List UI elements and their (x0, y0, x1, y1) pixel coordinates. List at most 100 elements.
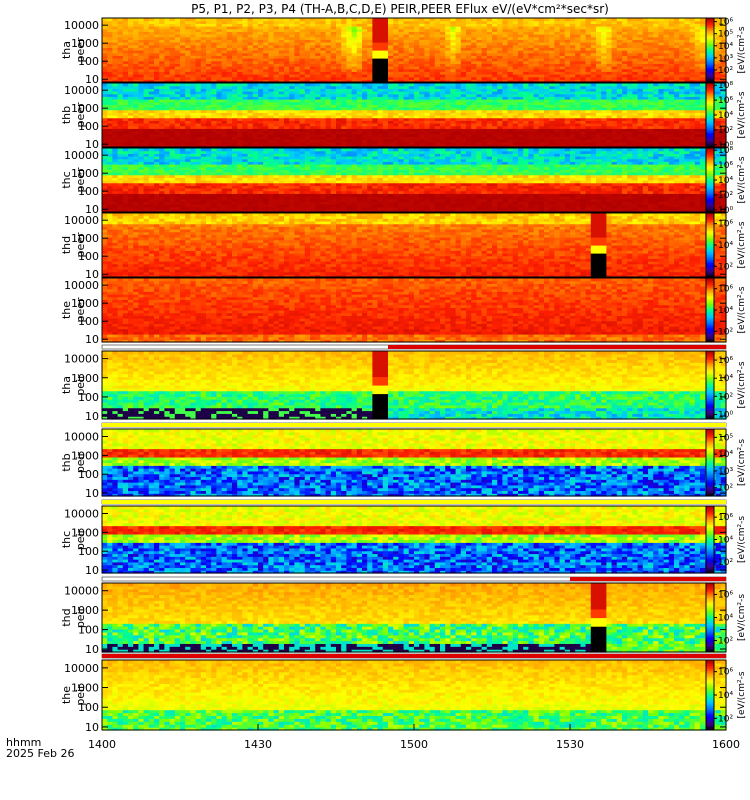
status-bar (102, 500, 726, 504)
colorbar-tick-label: 10⁴ (718, 450, 733, 460)
y-tick-label: 10 (85, 487, 99, 500)
y-tick-label: 10 (85, 410, 99, 423)
x-axis-date: 2025 Feb 26 (6, 747, 74, 760)
colorbar-label: [eV/(cm²-s (737, 286, 747, 333)
y-tick-label: 10 (85, 333, 99, 346)
colorbar-tick-label: 10² (718, 558, 733, 568)
colorbar-tick-label: 10⁴ (718, 306, 733, 316)
panel-label-species: peer (74, 232, 87, 258)
status-bar (570, 577, 726, 581)
colorbar-tick-label: 10⁴ (718, 111, 733, 121)
colorbar-tick-label: 10⁶ (718, 18, 733, 28)
y-tick-label: 10000 (64, 149, 99, 162)
colorbar-tick-label: 10⁶ (718, 668, 733, 678)
panel-label-probe: thb (60, 106, 73, 124)
y-tick-label: 10000 (64, 279, 99, 292)
colorbar-tick-label: 10⁶ (718, 96, 733, 106)
colorbar-tick-label: 10² (718, 327, 733, 337)
panel-label-species: peer (74, 37, 87, 63)
colorbar-tick-label: 10⁶ (718, 220, 733, 230)
panel-label-probe: tha (60, 41, 73, 59)
y-tick-label: 10000 (64, 662, 99, 675)
colorbar-tick-label: 10⁴ (718, 614, 733, 624)
status-bar (102, 654, 726, 658)
status-bar (102, 423, 726, 427)
colorbar-tick-label: 10⁶ (718, 356, 733, 366)
panel-label-probe: tha (60, 376, 73, 394)
y-tick-label: 10 (85, 643, 99, 656)
panel-label-probe: the (60, 301, 73, 319)
colorbar-label: [eV/(cm²-s (737, 439, 747, 486)
colorbar-tick-label: 10⁴ (718, 42, 733, 52)
panel-label-probe: the (60, 686, 73, 704)
colorbar-tick-label: 10⁶ (718, 591, 733, 601)
x-tick-label: 1530 (556, 738, 584, 751)
y-tick-label: 10000 (64, 508, 99, 521)
colorbar-label: [eV/(cm²-s (737, 221, 747, 268)
colorbar-label: [eV/(cm²-s (737, 156, 747, 203)
colorbar-tick-label: 10⁴ (718, 536, 733, 546)
colorbar: 10⁶ 10⁴ 10² [eV/(cm²-s (706, 278, 747, 343)
x-tick-label: 1430 (244, 738, 272, 751)
y-tick-label: 10000 (64, 84, 99, 97)
chart-title: P5, P1, P2, P3, P4 (TH-A,B,C,D,E) PEIR,P… (191, 2, 609, 16)
colorbar-tick-label: 10³ (718, 467, 733, 477)
colorbar-tick-label: 10⁶ (718, 285, 733, 295)
y-tick-label: 10000 (64, 19, 99, 32)
colorbar-tick-label: 10² (718, 714, 733, 724)
panel-label-species: peer (74, 102, 87, 128)
colorbar-tick-label: 10² (718, 66, 733, 76)
colorbar-label: [eV/(cm²-s (737, 361, 747, 408)
status-bar (388, 345, 726, 349)
colorbar-tick-label: 10⁴ (718, 176, 733, 186)
y-tick-label: 10 (85, 564, 99, 577)
colorbar-tick-label: 10⁵ (718, 433, 733, 443)
colorbar-label: [eV/(cm²-s (737, 671, 747, 718)
colorbar-label: [eV/(cm²-s (737, 26, 747, 73)
y-tick-label: 10000 (64, 214, 99, 227)
x-tick-label: 1600 (712, 738, 740, 751)
panel-label-species: peir (74, 451, 87, 473)
colorbar-tick-label: 10² (718, 191, 733, 201)
panel-label-species: peir (74, 374, 87, 396)
panel-label-probe: thc (60, 171, 73, 188)
y-tick-label: 10000 (64, 431, 99, 444)
panel-label-probe: thc (60, 531, 73, 548)
panel-label-probe: thd (60, 236, 73, 254)
panel-label-species: peer (74, 297, 87, 323)
colorbar-tick-label: 10² (718, 392, 733, 402)
panel-label-probe: thd (60, 608, 73, 626)
x-tick-label: 1400 (88, 738, 116, 751)
y-tick-label: 10 (85, 721, 99, 734)
colorbar-tick-label: 10² (718, 637, 733, 647)
colorbar-tick-label: 10⁶ (718, 161, 733, 171)
colorbar: 10⁶ 10⁴ 10² [eV/(cm²-s (706, 660, 747, 731)
colorbar-tick-label: 10⁰ (718, 410, 733, 420)
colorbar-tick-label: 10² (718, 484, 733, 494)
colorbar-label: [eV/(cm²-s (737, 91, 747, 138)
panel-label-species: peer (74, 167, 87, 193)
colorbar-tick-label: 10⁸ (718, 81, 733, 91)
panel-label-probe: thb (60, 453, 73, 471)
colorbar-tick-label: 10⁵ (718, 30, 733, 40)
colorbar-label: [eV/(cm²-s (737, 516, 747, 563)
panel-label-species: peir (74, 528, 87, 550)
colorbar-tick-label: 10⁴ (718, 691, 733, 701)
colorbar-tick-label: 10⁶ (718, 513, 733, 523)
panel-label-species: peir (74, 606, 87, 628)
colorbar-tick-label: 10² (718, 262, 733, 272)
colorbar-tick-label: 10⁸ (718, 146, 733, 156)
